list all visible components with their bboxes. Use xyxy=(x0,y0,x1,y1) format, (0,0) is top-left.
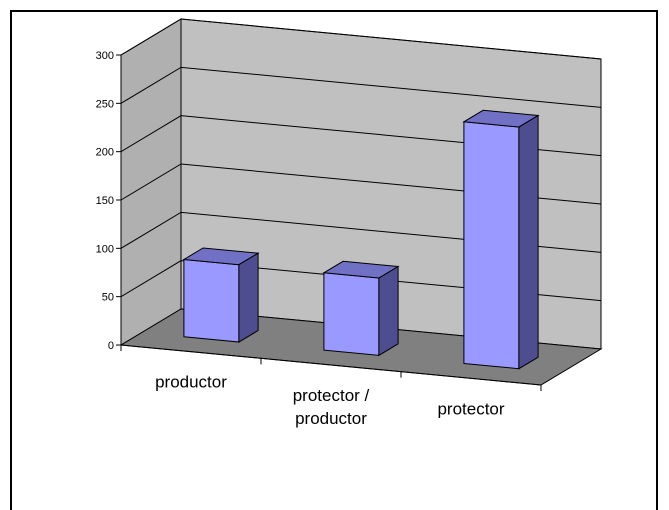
bar-side-1 xyxy=(378,265,399,357)
gridline-250 xyxy=(120,66,602,108)
y-tick-label: 200 xyxy=(96,147,114,159)
gridline-50 xyxy=(120,260,602,302)
y-tick-label: 150 xyxy=(96,195,114,207)
gridline-100 xyxy=(120,211,602,253)
category-label: protector / xyxy=(293,386,370,405)
y-tick-label: 300 xyxy=(96,50,114,62)
y-tick-label: 100 xyxy=(96,243,114,255)
bar-front-1 xyxy=(323,272,380,356)
gridline-150 xyxy=(120,163,602,205)
y-tick-label: 0 xyxy=(108,340,114,352)
category-label: productor xyxy=(155,373,227,392)
y-tick-label: 50 xyxy=(102,292,114,304)
bar-side-0 xyxy=(238,252,259,343)
category-label: protector xyxy=(437,399,504,418)
bar-front-2 xyxy=(463,121,520,370)
x-axis-line xyxy=(120,344,542,386)
category-label: productor xyxy=(295,409,367,428)
bar-front-0 xyxy=(183,258,240,343)
gridline-300 xyxy=(120,18,602,60)
bar-side-2 xyxy=(518,114,539,370)
gridline-200 xyxy=(120,115,602,157)
y-tick-label: 250 xyxy=(96,98,114,110)
